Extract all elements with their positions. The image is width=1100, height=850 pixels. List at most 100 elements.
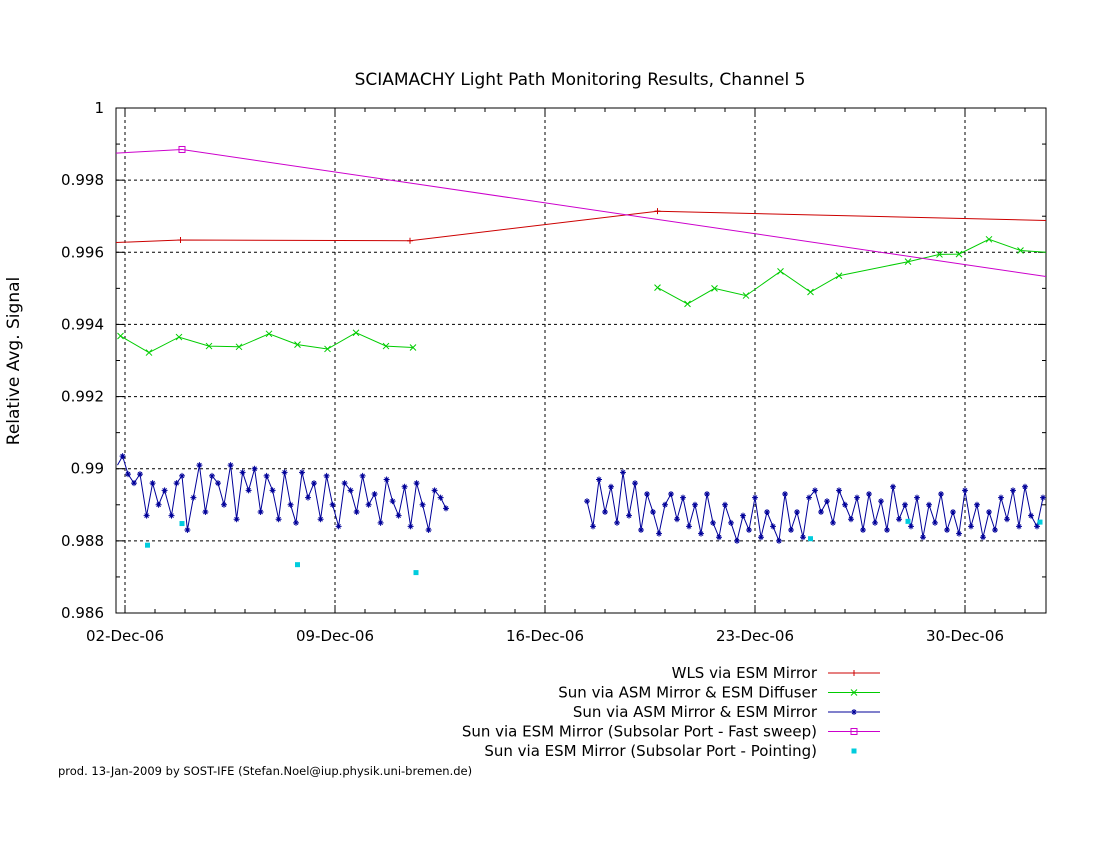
data-point bbox=[992, 527, 998, 534]
data-point bbox=[590, 523, 596, 530]
data-point bbox=[985, 235, 993, 243]
data-point bbox=[848, 516, 854, 523]
data-point bbox=[419, 501, 426, 508]
series-line bbox=[657, 238, 1047, 305]
data-point bbox=[698, 530, 704, 537]
data-point bbox=[980, 534, 986, 541]
data-point bbox=[654, 208, 661, 215]
data-point bbox=[680, 494, 686, 501]
data-point bbox=[950, 509, 956, 515]
data-point bbox=[620, 469, 626, 476]
y-tick-label: 0.992 bbox=[61, 388, 104, 406]
data-point bbox=[341, 480, 348, 487]
data-point bbox=[955, 250, 963, 258]
data-point bbox=[371, 490, 378, 497]
data-point bbox=[263, 472, 270, 479]
data-point bbox=[914, 494, 920, 501]
data-point bbox=[830, 519, 836, 526]
data-point bbox=[1016, 523, 1022, 530]
data-point bbox=[407, 523, 414, 530]
data-point bbox=[215, 480, 221, 487]
data-point bbox=[1034, 523, 1040, 530]
data-point bbox=[317, 516, 324, 523]
data-point bbox=[287, 501, 294, 508]
data-point bbox=[850, 689, 858, 696]
data-point bbox=[209, 472, 215, 479]
data-point bbox=[173, 480, 180, 487]
data-point bbox=[812, 487, 818, 494]
data-point bbox=[353, 509, 360, 515]
data-point bbox=[884, 527, 890, 534]
data-point bbox=[746, 527, 752, 534]
data-point bbox=[740, 512, 746, 519]
data-point bbox=[932, 519, 938, 526]
data-point bbox=[377, 519, 384, 526]
data-point bbox=[614, 519, 620, 526]
data-point bbox=[117, 332, 124, 340]
data-point bbox=[281, 469, 288, 476]
data-point bbox=[196, 462, 203, 469]
data-point bbox=[711, 285, 718, 292]
series-5 bbox=[145, 518, 1043, 576]
series-1 bbox=[115, 208, 1047, 244]
footer-credit: prod. 13-Jan-2009 by SOST-IFE (Stefan.No… bbox=[58, 764, 472, 778]
data-point bbox=[770, 523, 776, 530]
data-point bbox=[710, 519, 716, 526]
legend-label: Sun via ESM Mirror (Subsolar Port - Poin… bbox=[484, 742, 817, 760]
data-point bbox=[119, 453, 126, 460]
y-axis-label: Relative Avg. Signal bbox=[4, 277, 24, 445]
data-point bbox=[265, 330, 273, 338]
series-line bbox=[117, 454, 447, 531]
data-point bbox=[764, 509, 770, 515]
data-point bbox=[794, 509, 800, 515]
data-point bbox=[728, 519, 734, 526]
data-point bbox=[1010, 487, 1016, 494]
data-point bbox=[596, 476, 602, 483]
legend-label: Sun via ASM Mirror & ESM Mirror bbox=[573, 703, 818, 721]
data-point bbox=[347, 487, 354, 494]
data-point bbox=[1017, 247, 1024, 254]
data-point bbox=[742, 292, 750, 299]
data-point bbox=[806, 494, 812, 501]
y-tick-label: 0.986 bbox=[61, 604, 104, 622]
data-point bbox=[329, 501, 336, 508]
data-point bbox=[443, 505, 449, 512]
data-point bbox=[878, 498, 884, 505]
data-point bbox=[305, 494, 311, 501]
data-point bbox=[632, 480, 638, 487]
data-point bbox=[734, 537, 740, 544]
data-point bbox=[986, 509, 992, 515]
data-point bbox=[125, 471, 131, 478]
data-point bbox=[584, 498, 590, 505]
data-point bbox=[437, 494, 444, 501]
data-point bbox=[686, 523, 692, 530]
data-point bbox=[800, 534, 806, 541]
data-point bbox=[974, 501, 980, 508]
data-point bbox=[851, 670, 857, 676]
data-point bbox=[956, 530, 962, 537]
data-point bbox=[944, 527, 950, 534]
x-tick-label: 30-Dec-06 bbox=[926, 627, 1004, 645]
data-point bbox=[409, 344, 417, 351]
data-point bbox=[788, 527, 794, 534]
y-tick-label: 0.994 bbox=[61, 315, 104, 333]
data-point bbox=[684, 300, 691, 308]
data-point bbox=[145, 542, 150, 548]
data-point bbox=[926, 501, 932, 508]
data-point bbox=[716, 534, 722, 541]
y-tick-label: 0.996 bbox=[61, 243, 104, 261]
data-point bbox=[311, 480, 317, 487]
data-point bbox=[752, 494, 758, 501]
data-point bbox=[324, 345, 331, 353]
data-point bbox=[904, 258, 912, 266]
data-point bbox=[650, 509, 656, 515]
data-point bbox=[824, 498, 830, 505]
data-point bbox=[431, 487, 438, 494]
legend-label: Sun via ASM Mirror & ESM Diffuser bbox=[558, 684, 818, 702]
data-point bbox=[758, 534, 764, 541]
data-point bbox=[425, 527, 432, 534]
series-line bbox=[586, 472, 1044, 543]
x-tick-label: 09-Dec-06 bbox=[296, 627, 374, 645]
data-point bbox=[221, 501, 227, 508]
chart-title: SCIAMACHY Light Path Monitoring Results,… bbox=[355, 70, 806, 90]
